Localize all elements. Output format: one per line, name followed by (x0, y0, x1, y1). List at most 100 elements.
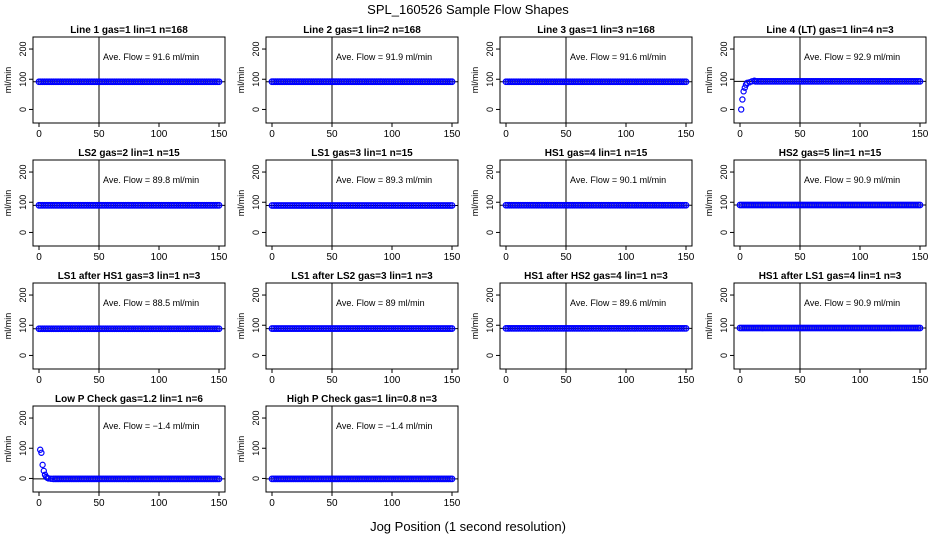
x-tick-label: 50 (326, 129, 338, 140)
x-tick-label: 0 (269, 375, 275, 386)
data-point (40, 467, 48, 475)
x-tick-label: 50 (794, 129, 806, 140)
y-tick-label: 200 (719, 42, 729, 57)
y-axis-label: ml/min (470, 67, 480, 94)
x-tick-label: 100 (151, 129, 168, 140)
y-axis-label: ml/min (704, 67, 714, 94)
y-axis-label: ml/min (236, 67, 246, 94)
data-series (268, 325, 456, 332)
panel-title: HS1 after LS1 gas=4 lin=1 n=3 (759, 271, 902, 282)
x-tick-label: 50 (560, 252, 572, 263)
x-tick-label: 100 (852, 375, 869, 386)
chart-panel: HS1 gas=4 lin=1 n=15 0 50 100 150 0 100 200 ml/m… (470, 148, 695, 263)
panel-title: Line 1 gas=1 lin=1 n=168 (70, 25, 188, 36)
y-tick-label: 100 (485, 195, 495, 210)
y-tick-label: 0 (251, 353, 261, 358)
x-tick-label: 50 (794, 375, 806, 386)
y-tick-label: 100 (18, 72, 28, 87)
x-tick-label: 150 (444, 129, 461, 140)
x-tick-label: 150 (211, 498, 228, 509)
data-series (37, 446, 223, 483)
panel-title: Line 4 (LT) gas=1 lin=4 n=3 (766, 25, 894, 36)
y-tick-label: 100 (251, 441, 261, 456)
x-tick-label: 50 (326, 375, 338, 386)
x-tick-label: 0 (737, 129, 743, 140)
data-point (448, 475, 456, 483)
x-tick-label: 50 (93, 498, 105, 509)
panel-title: High P Check gas=1 lin=0.8 n=3 (287, 394, 438, 405)
y-tick-label: 100 (251, 72, 261, 87)
y-axis-label: ml/min (470, 313, 480, 340)
panel-annotation: Ave. Flow = 91.9 ml/min (336, 52, 432, 62)
x-tick-label: 50 (93, 375, 105, 386)
y-tick-label: 100 (485, 72, 495, 87)
y-tick-label: 100 (485, 318, 495, 333)
plot-frame (32, 159, 226, 247)
x-tick-label: 0 (503, 375, 509, 386)
y-axis-label: ml/min (236, 190, 246, 217)
y-tick-label: 200 (251, 42, 261, 57)
x-tick-label: 150 (678, 252, 695, 263)
plot-frame (32, 282, 226, 370)
x-tick-label: 100 (151, 375, 168, 386)
data-series (35, 325, 223, 333)
panel-annotation: Ave. Flow = 89.6 ml/min (570, 298, 666, 308)
x-tick-label: 0 (737, 375, 743, 386)
data-series (35, 78, 223, 86)
data-point (916, 77, 924, 85)
data-series (268, 475, 456, 483)
chart-panel: Line 1 gas=1 lin=1 n=168 0 50 100 150 0 100 200… (3, 25, 228, 140)
panel-title: LS1 after LS2 gas=3 lin=1 n=3 (291, 271, 433, 282)
y-tick-label: 100 (18, 318, 28, 333)
plot-frame (32, 36, 226, 124)
y-tick-label: 200 (485, 42, 495, 57)
data-point (738, 106, 745, 113)
x-tick-label: 0 (269, 498, 275, 509)
panel-title: HS1 after HS2 gas=4 lin=1 n=3 (524, 271, 668, 282)
x-tick-label: 100 (384, 129, 401, 140)
data-point (215, 201, 223, 209)
panel-annotation: Ave. Flow = 91.6 ml/min (570, 52, 666, 62)
x-tick-label: 150 (444, 375, 461, 386)
y-axis-label: ml/min (3, 313, 13, 340)
data-point (739, 96, 746, 103)
figure-xlabel: Jog Position (1 second resolution) (370, 519, 566, 534)
y-tick-label: 0 (719, 353, 729, 358)
panel-annotation: Ave. Flow = 89 ml/min (336, 298, 425, 308)
data-point (38, 449, 45, 456)
chart-panel: LS1 after HS1 gas=3 lin=1 n=3 0 50 100 150 0 1… (3, 271, 228, 386)
y-axis-label: ml/min (3, 436, 13, 463)
y-tick-label: 0 (485, 353, 495, 358)
y-axis-label: ml/min (236, 313, 246, 340)
y-tick-label: 100 (719, 195, 729, 210)
y-axis-label: ml/min (3, 67, 13, 94)
y-tick-label: 0 (18, 107, 28, 112)
y-tick-label: 0 (251, 107, 261, 112)
x-tick-label: 150 (912, 129, 929, 140)
x-tick-label: 150 (211, 252, 228, 263)
y-axis-label: ml/min (236, 436, 246, 463)
panel-annotation: Ave. Flow = 89.8 ml/min (103, 175, 199, 185)
data-point (215, 325, 223, 333)
x-tick-label: 100 (852, 252, 869, 263)
y-axis-label: ml/min (470, 190, 480, 217)
data-point (215, 78, 223, 86)
x-tick-label: 150 (211, 129, 228, 140)
x-tick-label: 150 (444, 252, 461, 263)
x-tick-label: 50 (326, 252, 338, 263)
y-tick-label: 100 (18, 441, 28, 456)
y-tick-label: 0 (719, 230, 729, 235)
x-tick-label: 100 (384, 375, 401, 386)
panel-annotation: Ave. Flow = −1.4 ml/min (103, 421, 199, 431)
x-tick-label: 100 (384, 498, 401, 509)
y-tick-label: 200 (18, 411, 28, 426)
data-series (268, 202, 456, 209)
data-point (215, 475, 223, 483)
x-tick-label: 50 (560, 375, 572, 386)
plot-frame (499, 159, 693, 247)
data-point (741, 84, 749, 91)
data-point (682, 201, 690, 209)
y-axis-label: ml/min (3, 190, 13, 217)
y-tick-label: 0 (485, 107, 495, 112)
